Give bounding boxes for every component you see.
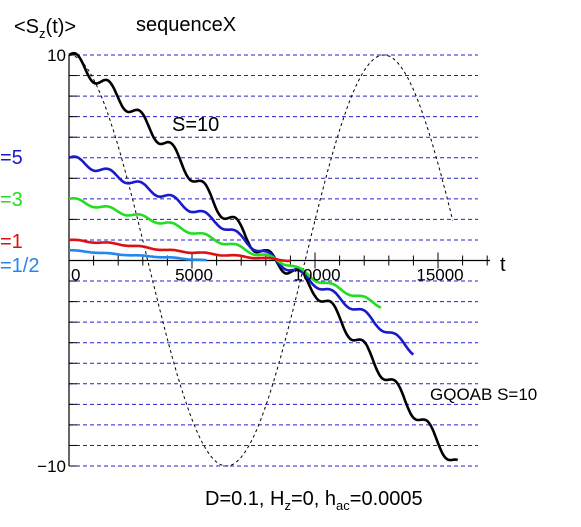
series-line-s3 [68,197,382,309]
chart-title: sequenceX [136,14,236,36]
x-tick-label: 5000 [175,266,213,285]
series-line-s12 [68,248,208,262]
y-tick-label: −10 [37,457,66,476]
x-tick-label: 15000 [416,266,463,285]
series-label-s10: S=10 [172,114,219,136]
tick-labels: 0 5000 10000 15000 10 −10 [37,46,463,476]
series-line-s5 [68,155,415,356]
field-curve [68,54,454,467]
y-axis-label: <Sz(t)> [14,16,76,41]
y-tick-label: 10 [47,46,66,65]
series-label-s5: =5 [0,147,23,169]
footer-parameters: D=0.1, Hz=0, hac=0.0005 [205,488,423,513]
field-dashed-curve [68,54,454,467]
x-tick-label: 0 [71,266,80,285]
grid-lines [69,54,478,467]
series-line-s1 [68,238,291,263]
series-lines [68,51,459,462]
series-label-s-half: =1/2 [0,255,39,277]
series-label-s3: =3 [0,189,23,211]
annotation-gqoab: GQOAB S=10 [430,385,537,404]
x-axis-label: t [500,254,506,276]
x-tick-label: 10000 [293,266,340,285]
series-label-s1: =1 [0,231,23,253]
